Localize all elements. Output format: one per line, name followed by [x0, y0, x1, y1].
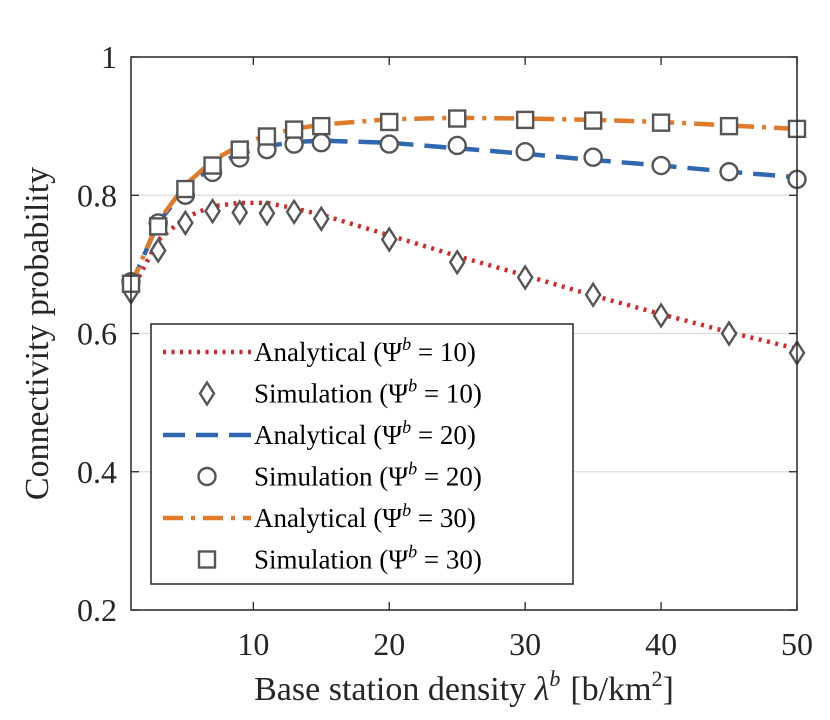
- legend-label-suffix-0: = 10): [411, 337, 476, 367]
- legend-label-prefix-1: Simulation (Ψ: [254, 379, 408, 409]
- legend: Analytical (Ψb = 10)Simulation (Ψb = 10)…: [150, 323, 574, 585]
- x-axis-title-main: Base station density: [254, 671, 534, 708]
- data-point-s5-9: [448, 109, 467, 128]
- y-tick-label-3: 0.8: [77, 177, 117, 213]
- data-point-s3-11: [583, 147, 603, 167]
- legend-label-3: Simulation (Ψb = 20): [254, 459, 482, 492]
- data-point-s5-8: [380, 112, 399, 132]
- legend-swatch-marker-5: [197, 550, 217, 569]
- y-tick-label-4: 1: [101, 39, 117, 75]
- data-point-s1-2: [176, 209, 194, 237]
- legend-label-suffix-5: = 30): [417, 545, 482, 575]
- legend-item-3: Simulation (Ψb = 20): [197, 459, 482, 492]
- legend-item-1: Simulation (Ψb = 10): [198, 376, 482, 409]
- data-point-s3-8: [379, 134, 399, 154]
- data-point-s5-7: [312, 116, 331, 136]
- data-point-s5-12: [651, 113, 671, 132]
- data-point-s5-6: [284, 120, 304, 139]
- data-point-s5-13: [719, 116, 739, 136]
- legend-label-2: Analytical (Ψb = 20): [254, 417, 476, 450]
- legend-label-prefix-0: Analytical (Ψ: [254, 337, 402, 367]
- legend-label-suffix-1: = 10): [417, 379, 482, 409]
- legend-item-0: Analytical (Ψb = 10): [163, 334, 476, 367]
- data-point-s3-12: [651, 155, 671, 176]
- data-point-s1-4: [231, 199, 249, 226]
- legend-label-sup-4: b: [402, 500, 411, 520]
- data-point-s5-4: [230, 140, 249, 159]
- legend-label-prefix-3: Simulation (Ψ: [254, 462, 408, 492]
- series-1-group: [122, 197, 806, 367]
- legend-item-4: Analytical (Ψb = 30): [163, 500, 476, 533]
- data-point-s5-2: [176, 179, 195, 199]
- y-tick-label-2: 0.6: [77, 316, 117, 352]
- data-point-s1-3: [204, 197, 221, 225]
- data-point-s5-1: [148, 217, 168, 236]
- x-axis-title-bracket: [b/km: [570, 671, 651, 708]
- legend-label-prefix-2: Analytical (Ψ: [254, 420, 402, 450]
- data-point-s3-9: [447, 135, 467, 156]
- data-point-s3-13: [719, 162, 739, 182]
- data-point-s1-12: [652, 302, 670, 329]
- series-4-group: [128, 115, 798, 286]
- x-axis-title-sq: 2: [652, 666, 663, 691]
- legend-item-5: Simulation (Ψb = 30): [197, 542, 482, 575]
- legend-label-prefix-4: Analytical (Ψ: [254, 503, 402, 533]
- data-point-s1-13: [720, 320, 738, 347]
- series-2-group: [128, 138, 798, 287]
- legend-label-sup-1: b: [408, 376, 417, 396]
- x-tick-label-0: 10: [237, 626, 269, 662]
- data-point-s1-11: [584, 281, 602, 309]
- data-point-s1-10: [516, 264, 534, 291]
- series-layer: [121, 109, 807, 367]
- data-point-s1-1: [149, 237, 167, 264]
- legend-label-suffix-3: = 20): [417, 462, 482, 492]
- data-point-s5-3: [203, 156, 222, 175]
- data-point-s5-10: [515, 110, 535, 130]
- legend-item-2: Analytical (Ψb = 20): [163, 417, 476, 450]
- data-point-s5-5: [257, 127, 277, 146]
- data-point-s1-6: [285, 198, 303, 226]
- y-tick-label-1: 0.4: [77, 454, 117, 490]
- x-axis-title: Base station density λb [b/km2]: [254, 666, 674, 708]
- series-line-0: [129, 200, 798, 351]
- legend-label-0: Analytical (Ψb = 10): [254, 334, 476, 367]
- x-tick-label-4: 50: [781, 626, 813, 662]
- legend-label-sup-2: b: [402, 417, 411, 437]
- data-point-s1-9: [448, 249, 466, 276]
- axis-ticks: 10 20 30 40 50 0.2 0.4 0.6 0.8 1: [77, 39, 813, 662]
- x-tick-label-3: 40: [645, 626, 677, 662]
- legend-label-prefix-5: Simulation (Ψ: [254, 545, 408, 575]
- legend-box: [150, 323, 574, 585]
- series-line-2: [128, 138, 798, 287]
- legend-label-sup-0: b: [402, 334, 411, 354]
- data-point-s1-8: [380, 226, 398, 253]
- y-axis-title: Connectivity probability: [19, 167, 56, 500]
- legend-label-4: Analytical (Ψb = 30): [254, 500, 476, 533]
- legend-label-sup-3: b: [408, 459, 417, 479]
- data-point-s1-5: [258, 199, 276, 227]
- legend-items: Analytical (Ψb = 10)Simulation (Ψb = 10)…: [163, 334, 482, 575]
- legend-swatch-marker-3: [197, 466, 217, 487]
- legend-label-suffix-2: = 20): [411, 420, 476, 450]
- data-point-s1-7: [312, 205, 330, 232]
- x-tick-label-1: 20: [373, 626, 405, 662]
- data-point-s3-7: [311, 133, 331, 153]
- series-line-4: [128, 115, 798, 286]
- series-0-group: [129, 200, 798, 351]
- data-point-s3-10: [515, 142, 535, 162]
- series-5-group: [121, 109, 807, 293]
- x-tick-label-2: 30: [509, 626, 541, 662]
- legend-swatch-marker-1: [198, 380, 216, 407]
- legend-label-1: Simulation (Ψb = 10): [254, 376, 482, 409]
- legend-label-sup-5: b: [408, 542, 417, 562]
- x-axis-title-lambda: λ: [534, 671, 550, 708]
- y-tick-label-0: 0.2: [77, 592, 117, 628]
- x-axis-title-sup: b: [549, 666, 560, 691]
- legend-label-suffix-4: = 30): [411, 503, 476, 533]
- data-point-s5-11: [583, 111, 603, 130]
- series-3-group: [121, 133, 807, 292]
- legend-label-5: Simulation (Ψb = 30): [254, 542, 482, 575]
- x-axis-title-close: ]: [663, 671, 674, 708]
